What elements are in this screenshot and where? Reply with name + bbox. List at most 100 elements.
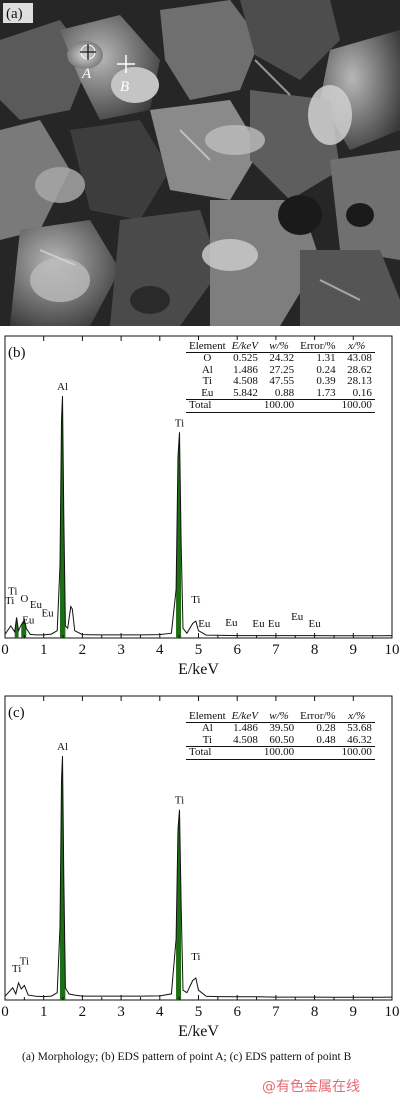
- peak-annotation: Al: [57, 381, 68, 393]
- x-tick-label: 8: [311, 642, 319, 658]
- table-cell: 60.50: [269, 733, 295, 746]
- table-cell: 5.842: [233, 386, 258, 399]
- table-header-cell: Element: [186, 340, 229, 353]
- table-cell: O: [203, 352, 212, 364]
- table-header-cell: E/keV: [228, 340, 261, 353]
- table-cell: 53.68: [347, 722, 372, 734]
- table-cell: 28.62: [347, 363, 372, 376]
- spectrum-line: [4, 395, 393, 637]
- table-total-row: Total 100.00 100.00: [186, 399, 375, 413]
- table-cell: 0.39: [316, 375, 336, 387]
- table-cell: [297, 399, 339, 413]
- x-tick-label: 0: [1, 1004, 9, 1020]
- x-tick-label: 1: [40, 1004, 48, 1020]
- sem-panel-label: (a): [6, 6, 23, 22]
- table-cell: 0.28: [316, 722, 336, 734]
- x-tick-label: 5: [195, 1004, 203, 1020]
- x-tick-label: 0: [1, 642, 9, 658]
- x-tick-label: 10: [385, 642, 400, 658]
- table-cell: 28.13: [347, 375, 372, 387]
- table-total-row: Total 100.00 100.00: [186, 746, 375, 760]
- peak-annotation: Eu: [308, 618, 321, 630]
- x-tick-label: 5: [195, 642, 203, 658]
- table-cell: Al: [201, 722, 213, 734]
- spectrum-line: [4, 755, 393, 998]
- eds-panel-point-b: 0 1 2 3 4 5 6 7 8 9 10 E/keV (c) Al Ti Ti Ti Ti Element E/…: [0, 688, 400, 1040]
- table-header-cell: x/%: [338, 710, 375, 723]
- table-header-row: Element E/keV w/% Error/% x/%: [186, 340, 375, 353]
- peak-annotation: Eu: [225, 617, 238, 629]
- table-cell: 0.48: [316, 733, 336, 746]
- peak-annotation: Ti: [175, 417, 184, 429]
- peak-annotation: Al: [57, 741, 68, 753]
- sem-micrograph: (a) A B: [0, 0, 400, 326]
- table-row: Al 1.486 39.50 0.28 53.68: [186, 722, 375, 735]
- x-tick-label: 3: [117, 1004, 125, 1020]
- peak-annotation: Ti: [8, 585, 17, 597]
- table-cell: 1.73: [316, 386, 336, 399]
- table-header-cell: Error/%: [297, 340, 339, 353]
- peak-annotation: Ti: [191, 951, 200, 963]
- crosshair-point-a: [80, 44, 96, 60]
- table-header-cell: Error/%: [297, 710, 339, 723]
- x-tick-label: 6: [233, 1004, 241, 1020]
- peak-annotation: O: [20, 593, 28, 605]
- eds-table-c: Element E/keV w/% Error/% x/% Al 1.486 39.50 0.2…: [186, 710, 375, 760]
- table-header-cell: w/%: [260, 710, 298, 723]
- table-header-cell: x/%: [338, 340, 375, 353]
- x-axis-label: E/keV: [178, 661, 219, 678]
- table-header-cell: E/keV: [228, 710, 261, 723]
- peak-annotation: Ti: [12, 963, 21, 975]
- peak-annotation: Eu: [30, 599, 43, 611]
- table-cell: 47.55: [269, 375, 295, 387]
- watermark: @有色金属在线: [262, 1079, 360, 1095]
- x-tick-label: 2: [79, 642, 87, 658]
- x-tick-label: 6: [233, 642, 241, 658]
- table-cell: Total: [186, 399, 229, 413]
- table-row: Ti 4.508 60.50 0.48 46.32: [186, 733, 375, 747]
- table-header-row: Element E/keV w/% Error/% x/%: [186, 710, 375, 723]
- table-cell: 4.508: [233, 375, 258, 387]
- table-cell: 1.486: [233, 363, 258, 376]
- figure-caption: (a) Morphology; (b) EDS pattern of point…: [22, 1051, 352, 1063]
- table-cell: Eu: [201, 386, 214, 399]
- peak-annotation: Eu: [252, 618, 265, 630]
- table-cell: 4.508: [233, 733, 258, 746]
- peak-annotation: Ti: [175, 795, 184, 807]
- x-tick-label: 2: [79, 1004, 87, 1020]
- peak-fill: [14, 617, 19, 638]
- table-cell: 1.31: [316, 352, 336, 364]
- table-cell: 0.24: [316, 363, 336, 376]
- x-tick-label: 10: [385, 1004, 400, 1020]
- table-cell: 100.00: [260, 399, 298, 413]
- table-cell: [228, 746, 261, 760]
- table-row: O 0.525 24.32 1.31 43.08: [186, 352, 375, 365]
- table-row: Ti 4.508 47.55 0.39 28.13: [186, 375, 375, 388]
- table-cell: 24.32: [269, 352, 295, 364]
- x-tick-label: 3: [117, 642, 125, 658]
- table-cell: 43.08: [347, 352, 372, 364]
- peak-annotation: Eu: [22, 615, 35, 627]
- peak-annotation: Eu: [41, 607, 54, 619]
- x-tick-label: 9: [350, 1004, 358, 1020]
- crosshair-point-b: [117, 55, 135, 73]
- table-row: Eu 5.842 0.88 1.73 0.16: [186, 386, 375, 400]
- eds-panel-point-a: 0 1 2 3 4 5 6 7 8 9 10 E/keV (b) Al Ti Ti Ti O Eu Eu Eu Ti Eu E…: [0, 326, 400, 688]
- table-cell: 46.32: [347, 733, 372, 746]
- peak-annotation: Eu: [291, 611, 304, 623]
- x-tick-label: 1: [40, 642, 48, 658]
- point-b-label: B: [120, 79, 129, 95]
- table-header-cell: Element: [186, 710, 229, 723]
- table-cell: Total: [186, 746, 229, 760]
- sem-image: (a) A B: [0, 0, 400, 326]
- x-tick-label: 4: [156, 642, 164, 658]
- peak-annotation: Eu: [198, 618, 211, 630]
- eds-table-b: Element E/keV w/% Error/% x/% O 0.525 24.32 1.31…: [186, 340, 375, 413]
- x-axis-label: E/keV: [178, 1023, 219, 1040]
- table-cell: 0.525: [233, 352, 258, 364]
- table-cell: [228, 399, 261, 413]
- table-cell: Ti: [202, 733, 213, 746]
- table-cell: 1.486: [233, 722, 258, 734]
